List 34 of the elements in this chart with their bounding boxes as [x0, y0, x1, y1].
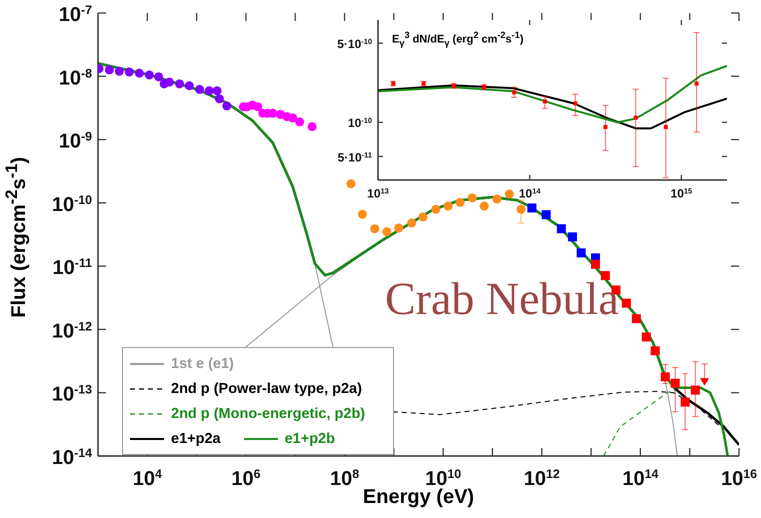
y-tick-label: 10$^{-11}$	[52, 256, 92, 280]
y-tick-label: 5·10$^{-11}$	[338, 150, 372, 164]
x-tick-label: 10$^{8}$	[330, 467, 360, 490]
point	[573, 101, 578, 106]
x-tick-label: 10$^{6}$	[231, 467, 261, 490]
x-tick-label: 10$^{14}$	[518, 186, 542, 200]
y-tick-label: 10$^{-7}$	[58, 3, 92, 26]
point	[634, 116, 638, 120]
legend-label: 2nd p (Mono-energetic, p2b)	[171, 406, 366, 422]
x-tick-label: 10$^{4}$	[132, 467, 162, 490]
y-tick-label: 10$^{-10}$	[348, 116, 372, 130]
text: E$_{γ}$$^{3}$ dN/dE$_{γ}$ (erg$^{2}$ cm$^{-2}$s$^{-1}$)	[392, 30, 524, 48]
x-tick-label: 10$^{14}$	[622, 467, 658, 490]
x-tick-label: 10$^{15}$	[670, 186, 692, 200]
legend-label: 2nd p (Power-law type, p2a)	[171, 380, 362, 396]
point	[512, 90, 516, 94]
y-tick-label: 10$^{-13}$	[52, 382, 92, 406]
point	[603, 124, 608, 129]
x-tick-label: 10$^{12}$	[524, 467, 560, 490]
y-tick-label: 10$^{-10}$	[52, 192, 92, 216]
legend-label: e1+p2a	[171, 430, 221, 446]
x-tick-label: 10$^{16}$	[720, 467, 758, 490]
y-tick-label: 10$^{-12}$	[52, 319, 92, 342]
point	[542, 99, 547, 104]
x-tick-label: 10$^{13}$	[367, 186, 389, 200]
point	[694, 82, 699, 86]
y-tick-label: 10$^{-8}$	[58, 66, 92, 90]
y-tick-label: 10$^{-14}$	[52, 446, 92, 469]
legend-label: e1+p2b	[284, 430, 335, 446]
point	[664, 124, 668, 129]
y-tick-label: 10$^{-9}$	[58, 130, 92, 153]
legend-label: 1st e (e1)	[171, 356, 234, 372]
annotation: Crab Nebula	[385, 272, 619, 325]
y-tick-label: 5·10$^{-10}$	[337, 36, 372, 51]
